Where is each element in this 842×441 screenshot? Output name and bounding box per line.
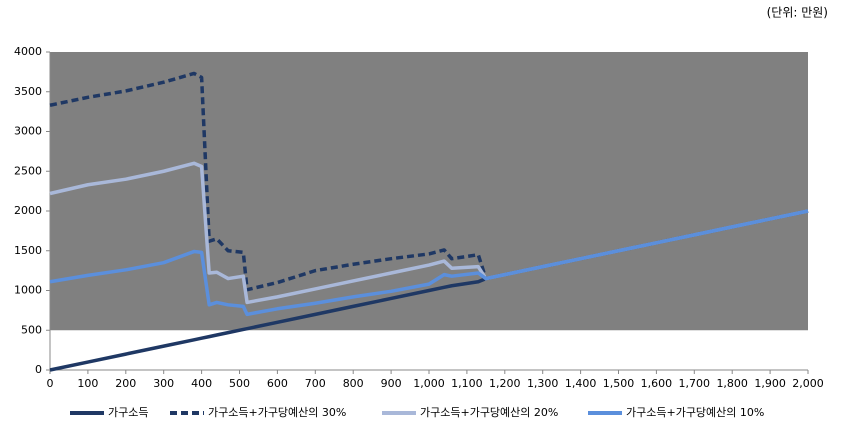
x-tick-label: 200 (115, 377, 136, 390)
x-tick-label: 800 (343, 377, 364, 390)
x-tick-label: 1,900 (754, 377, 786, 390)
y-tick-label: 3000 (14, 125, 42, 138)
legend-label: 가구소득+가구당예산의 20% (420, 406, 558, 419)
legend-label: 가구소득+가구당예산의 10% (626, 406, 764, 419)
x-tick-label: 100 (77, 377, 98, 390)
legend-label: 가구소득 (108, 406, 148, 419)
x-tick-label: 0 (47, 377, 54, 390)
y-tick-label: 500 (21, 323, 42, 336)
y-tick-label: 3500 (14, 85, 42, 98)
x-tick-label: 400 (191, 377, 212, 390)
y-tick-label: 1500 (14, 244, 42, 257)
x-tick-label: 600 (267, 377, 288, 390)
x-tick-label: 500 (229, 377, 250, 390)
x-tick-label: 1,300 (527, 377, 559, 390)
x-tick-label: 900 (381, 377, 402, 390)
x-tick-label: 1,400 (565, 377, 597, 390)
legend-label: 가구소득+가구당예산의 30% (208, 406, 346, 419)
x-tick-label: 1,600 (641, 377, 673, 390)
y-tick-label: 4000 (14, 45, 42, 58)
series-line (49, 71, 809, 292)
x-tick-label: 1,800 (716, 377, 748, 390)
x-tick-label: 1,500 (603, 377, 635, 390)
unit-label: (단위: 만원) (767, 6, 828, 20)
y-tick-label: 2500 (14, 164, 42, 177)
x-tick-label: 2,000 (792, 377, 824, 390)
y-tick-label: 0 (35, 363, 42, 376)
y-tick-label: 2000 (14, 204, 42, 217)
x-tick-label: 1,700 (679, 377, 711, 390)
series-line (49, 209, 809, 317)
x-tick-label: 700 (305, 377, 326, 390)
x-tick-label: 1,000 (413, 377, 445, 390)
y-tick-label: 1000 (14, 284, 42, 297)
x-tick-label: 1,200 (489, 377, 521, 390)
x-tick-label: 300 (153, 377, 174, 390)
x-tick-label: 1,100 (451, 377, 483, 390)
plot-background (50, 52, 808, 331)
